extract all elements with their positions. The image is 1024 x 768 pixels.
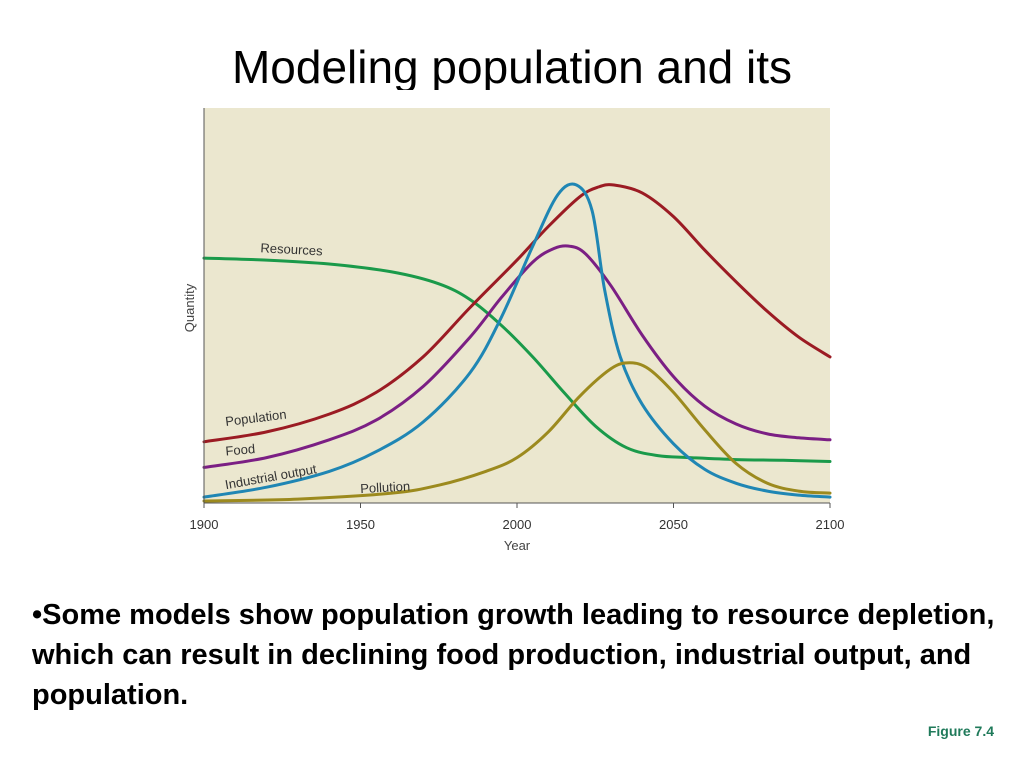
series-line-pollution (202, 361, 832, 503)
series-label-resources: Resources (260, 240, 323, 258)
figure-label: Figure 7.4 (927, 723, 994, 739)
series-label-food: Food (225, 441, 256, 459)
x-tick-label: 2100 (816, 517, 845, 532)
x-tick-label: 2000 (503, 517, 532, 532)
series-line-industrial-output (202, 182, 832, 499)
x-axis-label: Year (504, 538, 531, 553)
series-label-population: Population (224, 407, 287, 429)
x-tick-label: 1950 (346, 517, 375, 532)
line-chart: 1900 1950 2000 2050 2100 Year Quantity Resou… (170, 100, 860, 560)
series-line-resources (202, 256, 832, 463)
plot-background (204, 108, 830, 503)
bullet-marker: • (32, 599, 43, 631)
x-tick-label: 1900 (190, 517, 219, 532)
chart-svg: 1900 1950 2000 2050 2100 Year Quantity Resou… (182, 108, 845, 553)
slide-title: Modeling population and its (231, 41, 793, 90)
y-axis-label: Quantity (182, 283, 197, 332)
series-label-pollution: Pollution (360, 479, 411, 497)
bullet-body: Some models show population growth leadi… (32, 599, 995, 711)
series-line-food (202, 244, 832, 469)
bullet-text: •Some models show population growth lead… (32, 595, 1002, 715)
series-line-population (202, 183, 832, 444)
x-tick-label: 2050 (659, 517, 688, 532)
